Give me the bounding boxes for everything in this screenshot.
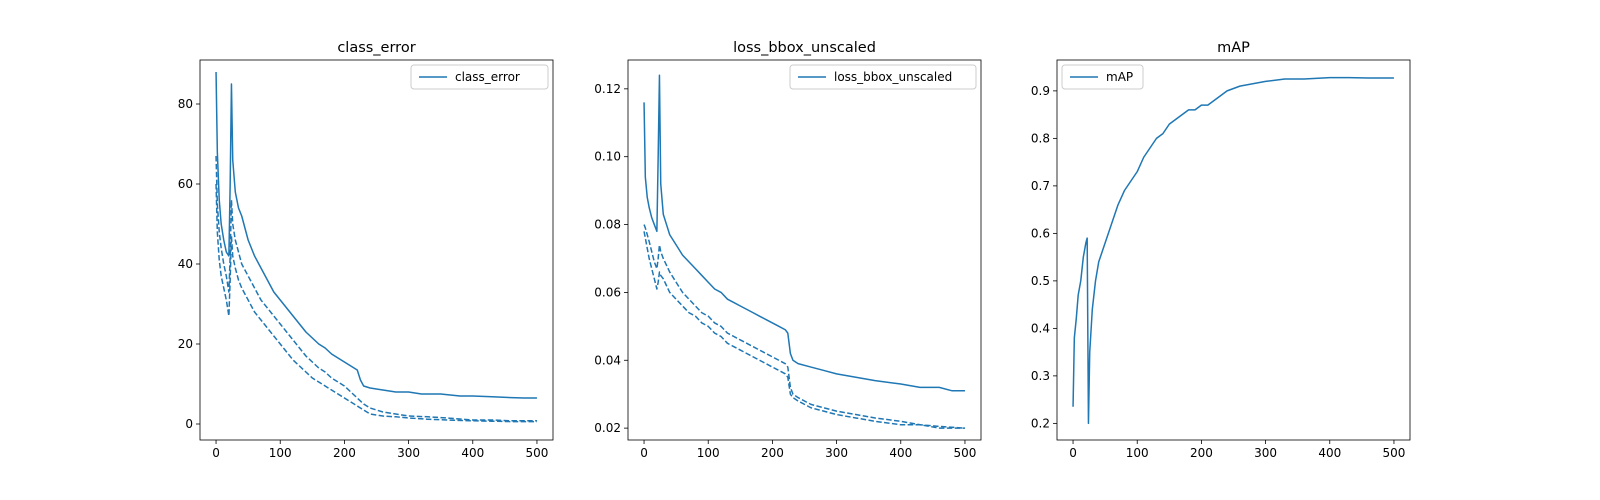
legend: mAP: [1061, 64, 1144, 90]
series-group: [643, 74, 965, 429]
y-tick-label: 0.8: [1031, 131, 1050, 145]
chart-panel-1: class_error 0 100 200 300 400 500 0 20 40 60 80 clas…: [178, 40, 554, 460]
y-tick-label: 0.12: [594, 82, 621, 96]
chart-panel-2: loss_bbox_unscaled 0 100 200 300 400 500 0.02 0.…: [594, 40, 982, 460]
x-tick-label: 0: [1069, 446, 1077, 460]
y-tick-label: 80: [178, 97, 193, 111]
series-group: [1072, 76, 1394, 425]
x-tick-label: 200: [761, 446, 784, 460]
y-tick-label: 0.2: [1031, 416, 1050, 430]
x-tick-label: 500: [526, 446, 549, 460]
series-line-dashed-1: [215, 155, 537, 422]
y-tick-label: 40: [178, 257, 193, 271]
series-line-dashed-2: [215, 183, 537, 423]
chart-title: mAP: [1217, 40, 1250, 56]
x-tick-label: 500: [1383, 446, 1406, 460]
chart-panel-3: mAP 0 100 200 300 400 500 0.2 0.3 0.4 0.5 0.6 0.7 0.8…: [1031, 40, 1411, 460]
x-tick-label: 400: [1318, 446, 1341, 460]
y-tick-label: 0.3: [1031, 369, 1050, 383]
x-tick-label: 500: [954, 446, 977, 460]
y-tick-label: 0.7: [1031, 179, 1050, 193]
x-tick-label: 200: [1190, 446, 1213, 460]
x-tick-label: 100: [1126, 446, 1149, 460]
y-tick-label: 0.02: [594, 421, 621, 435]
axes-frame: [199, 59, 554, 441]
series-group: [215, 71, 537, 423]
legend-label: class_error: [455, 70, 520, 84]
chart-title: class_error: [337, 40, 415, 56]
y-tick-label: 0.5: [1031, 274, 1050, 288]
y-tick-label: 0.06: [594, 285, 621, 299]
x-tick-label: 300: [397, 446, 420, 460]
y-tick-label: 60: [178, 177, 193, 191]
legend: class_error: [410, 64, 549, 90]
legend-box: [410, 64, 549, 90]
series-line-dashed-2: [643, 231, 965, 429]
series-line-dashed-1: [643, 224, 965, 429]
legend-label: mAP: [1106, 70, 1133, 84]
x-tick-label: 100: [697, 446, 720, 460]
x-tick-label: 0: [640, 446, 648, 460]
series-line-0: [1072, 76, 1394, 425]
x-tick-label: 400: [889, 446, 912, 460]
x-tick-label: 300: [1254, 446, 1277, 460]
legend: loss_bbox_unscaled: [789, 64, 977, 90]
x-tick-label: 400: [461, 446, 484, 460]
y-tick-label: 0.10: [594, 150, 621, 164]
y-tick-label: 0.9: [1031, 84, 1050, 98]
x-tick-label: 100: [269, 446, 292, 460]
legend-label: loss_bbox_unscaled: [834, 70, 952, 84]
series-line-0: [643, 74, 965, 392]
y-tick-label: 0.04: [594, 353, 621, 367]
y-tick-label: 0: [185, 417, 193, 431]
y-tick-label: 0.08: [594, 218, 621, 232]
x-tick-label: 200: [333, 446, 356, 460]
x-tick-label: 300: [825, 446, 848, 460]
series-line-0: [215, 71, 537, 399]
x-tick-label: 0: [212, 446, 220, 460]
legend-box: [1061, 64, 1144, 90]
legend-box: [789, 64, 977, 90]
axes-frame: [1056, 59, 1411, 441]
y-tick-label: 0.4: [1031, 321, 1050, 335]
y-tick-label: 20: [178, 337, 193, 351]
y-tick-label: 0.6: [1031, 226, 1050, 240]
chart-title: loss_bbox_unscaled: [733, 40, 876, 56]
axes-frame: [627, 59, 982, 441]
